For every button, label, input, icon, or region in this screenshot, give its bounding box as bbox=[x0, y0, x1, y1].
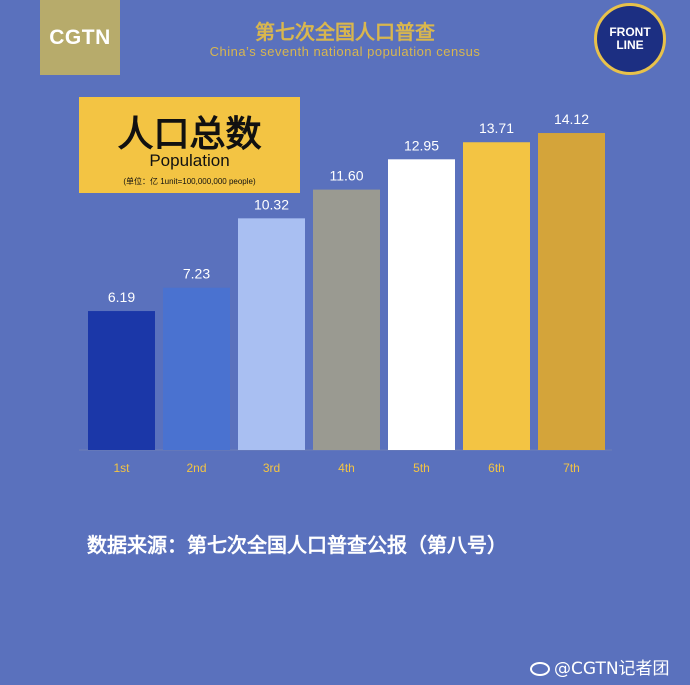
category-label-1st: 1st bbox=[113, 461, 130, 475]
weibo-watermark: @CGTN记者团 bbox=[530, 654, 670, 679]
bar-4th bbox=[313, 189, 380, 451]
source-note: 数据来源：第七次全国人口普查公报（第八号） bbox=[87, 533, 507, 557]
category-label-5th: 5th bbox=[413, 461, 430, 475]
bars-group: 6.19 1st 7.23 2nd 10.32 3rd 11.60 4th 12.95 5th 13… bbox=[88, 111, 605, 475]
page-subtitle: China’s seventh national population cens… bbox=[209, 44, 481, 59]
category-label-2nd: 2nd bbox=[186, 461, 206, 475]
category-label-6th: 6th bbox=[488, 461, 505, 475]
bar-2nd bbox=[163, 287, 230, 450]
chart-title-box: 人口总数 Population (单位：亿 1unit=100,000,000 … bbox=[79, 97, 300, 193]
value-label-3rd: 10.32 bbox=[254, 196, 289, 212]
bar-3rd bbox=[238, 218, 305, 450]
value-label-6th: 13.71 bbox=[479, 120, 514, 136]
bar-6th bbox=[463, 142, 530, 450]
chart-subtitle: Population bbox=[149, 151, 230, 170]
value-label-7th: 14.12 bbox=[554, 111, 589, 127]
weibo-icon bbox=[530, 662, 550, 676]
cgtn-logo: CGTN bbox=[40, 0, 120, 75]
frontline-logo-text: FRONT LINE bbox=[609, 25, 651, 52]
chart-title: 人口总数 bbox=[117, 114, 262, 155]
bar-5th bbox=[388, 159, 455, 450]
category-label-7th: 7th bbox=[563, 461, 580, 475]
value-label-5th: 12.95 bbox=[404, 137, 439, 153]
value-label-2nd: 7.23 bbox=[183, 266, 210, 282]
bar-1st bbox=[88, 311, 155, 450]
value-label-1st: 6.19 bbox=[108, 289, 135, 305]
bar-7th bbox=[538, 133, 605, 450]
page-title: 第七次全国人口普查 bbox=[255, 20, 435, 44]
category-label-4th: 4th bbox=[338, 461, 355, 475]
watermark-text: @CGTN记者团 bbox=[554, 659, 670, 679]
chart-unit-note: (单位：亿 1unit=100,000,000 people) bbox=[123, 177, 256, 186]
frontline-logo: FRONT LINE bbox=[594, 3, 666, 75]
category-label-3rd: 3rd bbox=[263, 461, 280, 475]
value-label-4th: 11.60 bbox=[330, 168, 364, 184]
